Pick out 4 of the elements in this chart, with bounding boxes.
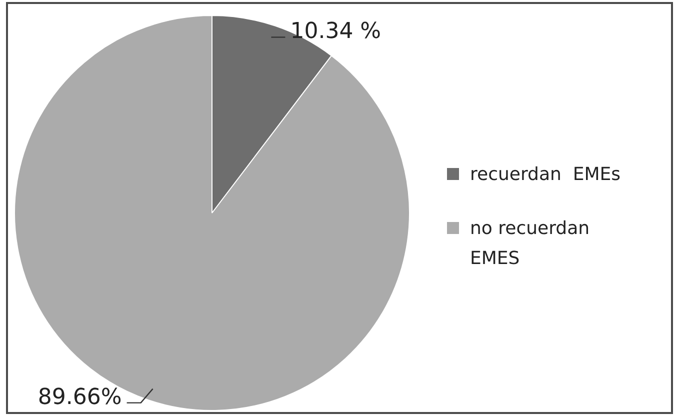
data-label: 89.66% xyxy=(38,384,122,410)
data-label: 10.34 % xyxy=(290,19,382,44)
legend-label: recuerdan EMEs xyxy=(470,163,621,187)
legend-label: no recuerdan EMES xyxy=(470,217,591,271)
